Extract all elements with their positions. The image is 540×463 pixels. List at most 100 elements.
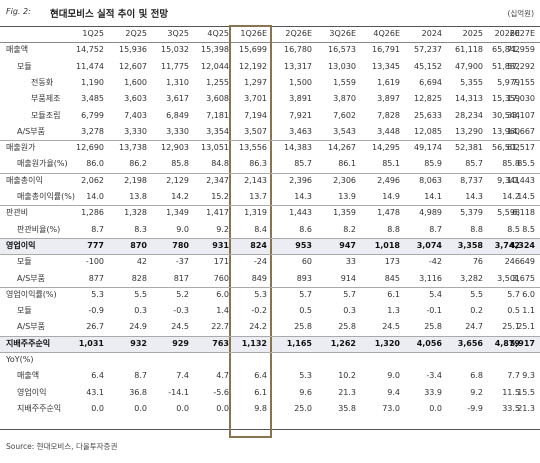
- table-cell: 30,544: [492, 110, 520, 120]
- table-cell: 13,030: [328, 61, 356, 71]
- table-row: 모듈 -0.9 0.3 -0.3 1.4 -0.2 0.5 0.3 1.3 -0.1 0.2 0.5 1…: [0, 303, 540, 319]
- table-cell: 33: [345, 257, 356, 267]
- table-cell: 6,118: [512, 208, 535, 218]
- table-cell: 1,320: [374, 338, 400, 348]
- table-row: 판관비 1,286 1,328 1,349 1,417 1,319 1,443 1,359 1,…: [0, 205, 540, 221]
- table-cell: 5,379: [460, 208, 483, 218]
- table-cell: 845: [384, 273, 400, 283]
- table-cell: 8.6: [299, 224, 312, 234]
- table-cell: 15,936: [119, 45, 147, 55]
- table-cell: 0.0: [429, 403, 442, 413]
- column-header: 4Q26E: [373, 29, 400, 38]
- table-cell: 1,297: [244, 77, 267, 87]
- table-cell: 6.0: [522, 289, 535, 299]
- table-cell: 893: [296, 273, 312, 283]
- table-cell: 25.8: [294, 322, 312, 332]
- row-label: 판관비: [6, 208, 29, 218]
- table-cell: 6.0: [216, 289, 229, 299]
- table-cell: 6.1: [254, 387, 267, 397]
- table-cell: 5.7: [343, 289, 356, 299]
- table-cell: 49,174: [414, 143, 442, 153]
- table-cell: 2,129: [166, 175, 189, 185]
- table-cell: 60: [301, 257, 312, 267]
- table-cell: 15,398: [201, 45, 229, 55]
- table-cell: 0.3: [134, 306, 147, 316]
- table-cell: 45,152: [414, 61, 442, 71]
- table-cell: 57,237: [414, 45, 442, 55]
- table-row: 지배주주순익 1,031 932 929 763 1,132 1,165 1,262 1,320…: [0, 335, 540, 352]
- table-cell: 12,044: [201, 61, 229, 71]
- row-label: 모듈: [17, 257, 32, 267]
- table-cell: 47,900: [455, 61, 483, 71]
- table-row: 전동화 1,190 1,600 1,310 1,255 1,297 1,500 1,559 1,…: [0, 75, 540, 91]
- table-cell: 33.9: [424, 387, 442, 397]
- table-cell: 14.2: [171, 192, 189, 201]
- table-row: 매출원가율(%) 86.0 86.2 85.8 84.8 86.3 85.7 86.1 85.1…: [0, 156, 540, 172]
- table-cell: [272, 352, 312, 368]
- table-cell: 2,143: [244, 175, 267, 185]
- table-cell: -14.1: [168, 387, 189, 397]
- table-cell: 5,979: [497, 77, 520, 87]
- table-cell: 1,319: [244, 208, 267, 218]
- table-cell: 777: [87, 240, 104, 250]
- table-cell: 0.5: [299, 306, 312, 316]
- row-separator: [0, 140, 540, 142]
- table-cell: -0.1: [426, 306, 442, 316]
- table-cell: 14,313: [455, 94, 483, 104]
- table-cell: 3,507: [244, 126, 267, 136]
- table-row: 매출총이익률(%) 14.0 13.8 14.2 15.2 13.7 14.3 13.9 14.…: [0, 189, 540, 205]
- table-cell: 8.7: [134, 371, 147, 381]
- table-cell: 8.7: [91, 224, 104, 234]
- table-cell: -24: [253, 257, 267, 267]
- row-label: 매출액: [6, 45, 29, 55]
- row-separator: [0, 205, 540, 207]
- table-cell: 15.5: [517, 387, 535, 397]
- table-cell: 1,132: [241, 338, 267, 348]
- table-cell: 0.0: [176, 403, 189, 413]
- table-cell: 15,359: [492, 94, 520, 104]
- table-cell: 1,262: [330, 338, 356, 348]
- table-cell: 760: [213, 273, 229, 283]
- table-cell: 9.0: [387, 371, 400, 381]
- table-cell: 5.4: [429, 289, 442, 299]
- table-cell: 65,842: [492, 45, 520, 55]
- table-cell: 5.2: [176, 289, 189, 299]
- table-cell: 26.7: [86, 322, 104, 332]
- table-cell: 1,255: [206, 77, 229, 87]
- table-header-rule: [0, 42, 540, 43]
- table-cell: 824: [250, 240, 267, 250]
- table-cell: 9.0: [176, 224, 189, 234]
- source-note: Source: 현대모비스, 다올투자증권: [6, 442, 118, 451]
- table-cell: 6.8: [470, 371, 483, 381]
- table-cell: 3,603: [124, 94, 147, 104]
- table-cell: 76: [472, 257, 483, 267]
- table-cell: 13,960: [492, 126, 520, 136]
- table-cell: 1,349: [166, 208, 189, 218]
- column-header: 3Q25: [167, 29, 189, 38]
- table-cell: 3,742: [494, 240, 520, 250]
- table-cell: 2,062: [81, 175, 104, 185]
- row-label: 매출원가: [6, 143, 36, 153]
- table-cell: 52,381: [455, 143, 483, 153]
- table-cell: [189, 352, 229, 368]
- table-cell: 3,543: [333, 126, 356, 136]
- table-cell: 4.7: [216, 371, 229, 381]
- table-cell: 21.3: [338, 387, 356, 397]
- table-cell: 11.5: [502, 387, 520, 397]
- row-label: 영업이익률(%): [6, 289, 57, 299]
- table-cell: 43.1: [86, 387, 104, 397]
- table-cell: 9.3: [522, 371, 535, 381]
- table-cell: 4,989: [419, 208, 442, 218]
- table-cell: 877: [88, 273, 104, 283]
- table-cell: 6.4: [91, 371, 104, 381]
- table-header-row: 1Q25 2Q25 3Q25 4Q25 1Q26E 2Q26E 3Q26E 4Q26E 2024…: [0, 26, 540, 42]
- table-cell: 3,463: [289, 126, 312, 136]
- table-cell: 3,675: [512, 273, 535, 283]
- table-cell: 7,828: [377, 110, 400, 120]
- table-cell: 16,573: [328, 45, 356, 55]
- row-label: 매출총이익률(%): [17, 192, 76, 201]
- table-cell: 25.8: [424, 322, 442, 332]
- table-cell: 2,496: [377, 175, 400, 185]
- table-cell: 71,959: [507, 45, 535, 55]
- row-separator: [0, 237, 540, 239]
